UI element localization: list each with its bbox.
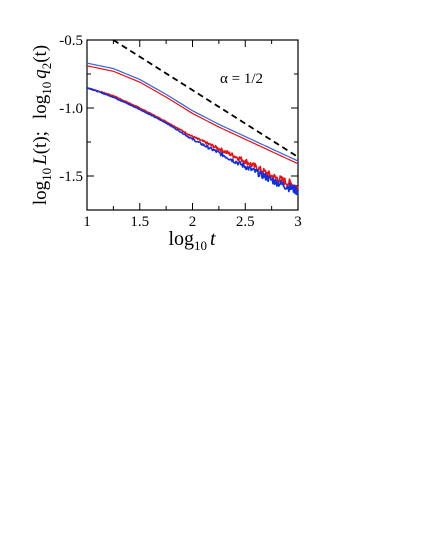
tick-labels: 1 1.5 2 2.5 3 -0.5 -1.0 -1.5: [59, 33, 302, 230]
y-tick-label: -0.5: [59, 33, 83, 49]
y-tick-label: -1.0: [59, 101, 83, 117]
x-tick-label: 2: [189, 214, 197, 230]
slope-annotation: α = 1/2: [220, 71, 263, 87]
x-tick-label: 3: [294, 214, 302, 230]
plot-frame: [86, 39, 299, 211]
x-axis-label: log10 t: [168, 228, 216, 253]
series-line-4: [86, 86, 299, 196]
y-axis-label: log10L(t);log10q2(t): [30, 45, 54, 205]
tick-marks: [86, 39, 299, 211]
x-tick-label: 1.5: [130, 214, 149, 230]
y-tick-label: -1.5: [59, 169, 83, 185]
series-line-2: [86, 65, 299, 165]
series-layer: [86, 39, 299, 196]
x-tick-label: 1: [83, 214, 91, 230]
series-line-1: [86, 62, 299, 162]
series-line-0: [112, 39, 299, 158]
x-tick-label: 2.5: [236, 214, 255, 230]
